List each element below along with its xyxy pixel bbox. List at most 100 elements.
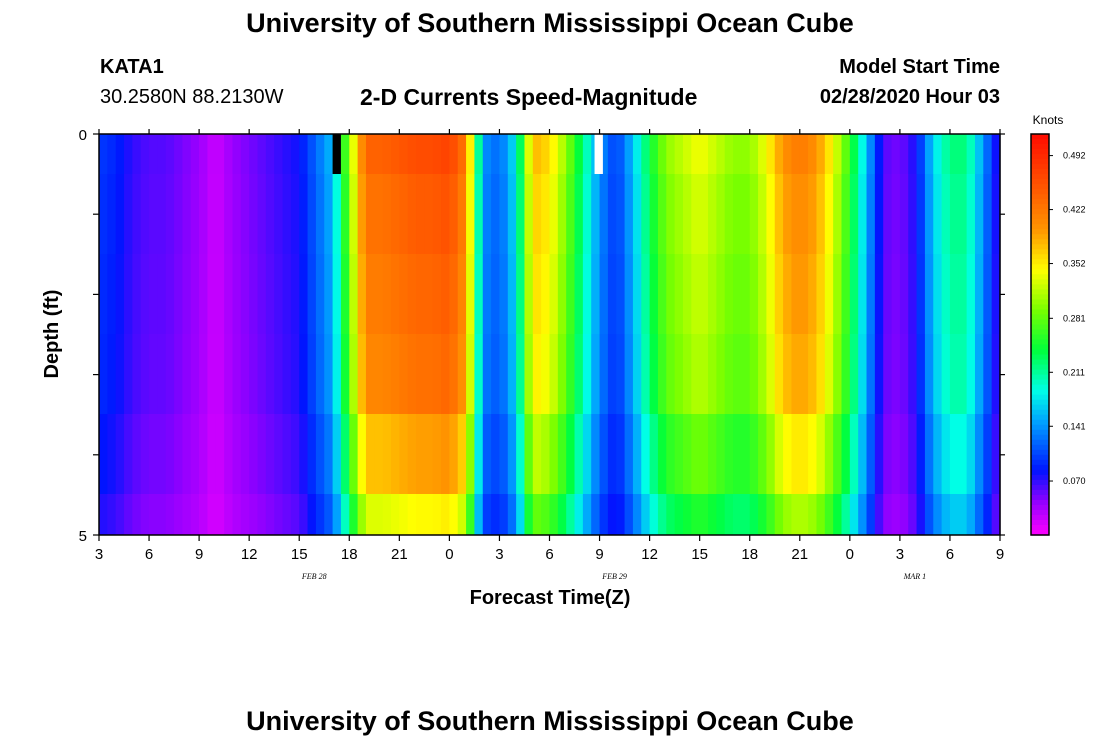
- colorbar-swatch: [1031, 134, 1049, 140]
- heatmap-cell: [115, 254, 125, 334]
- heatmap-cell: [290, 254, 300, 334]
- heatmap-cell: [149, 494, 158, 535]
- heatmap-cell: [374, 134, 384, 174]
- heatmap-cell: [115, 334, 125, 414]
- heatmap-cell: [966, 494, 976, 535]
- heatmap-cell: [657, 414, 667, 494]
- heatmap-cell: [758, 334, 767, 414]
- heatmap-cell: [190, 254, 200, 334]
- colorbar-swatch: [1031, 274, 1049, 280]
- heatmap-cell: [808, 334, 818, 414]
- page-title: University of Southern Mississippi Ocean…: [246, 8, 854, 38]
- heatmap-cell: [374, 254, 384, 334]
- heatmap-cell: [424, 174, 434, 254]
- heatmap-cell: [799, 494, 809, 535]
- heatmap-cell: [140, 134, 150, 174]
- heatmap-cell: [174, 494, 184, 535]
- heatmap-cell: [240, 134, 250, 174]
- heatmap-cell: [933, 494, 943, 535]
- heatmap-cell: [482, 414, 492, 494]
- heatmap-cell: [374, 494, 384, 535]
- heatmap-cell: [466, 174, 476, 254]
- heatmap-cell: [407, 494, 417, 535]
- heatmap-cell: [165, 254, 175, 334]
- colorbar-tick-label: 0.492: [1063, 151, 1086, 161]
- heatmap-cell: [849, 334, 859, 414]
- heatmap-cell: [582, 494, 592, 535]
- heatmap-cell: [107, 334, 117, 414]
- heatmap-cell: [541, 414, 551, 494]
- heatmap-cell: [107, 174, 117, 254]
- heatmap-cell: [274, 134, 284, 174]
- axes: 3 6 9 12 15 18 21 0 3 6 9 12 15 18 21 0 3 6 9 FEB 28 FEB 29 M…: [79, 127, 1005, 581]
- heatmap-cell: [390, 134, 400, 174]
- heatmap-cell: [174, 174, 184, 254]
- heatmap-cell: [716, 174, 726, 254]
- heatmap-cell: [190, 494, 200, 535]
- heatmap-cell: [774, 134, 784, 174]
- heatmap-cell: [115, 174, 125, 254]
- heatmap-cell: [766, 334, 776, 414]
- colorbar-swatch: [1031, 514, 1049, 521]
- x-tick-label: 0: [445, 546, 453, 563]
- heatmap-cell: [240, 494, 250, 535]
- heatmap-cell: [908, 134, 918, 174]
- heatmap-cell: [799, 254, 809, 334]
- heatmap-cell: [749, 134, 759, 174]
- heatmap-cell: [390, 174, 400, 254]
- x-tick-label: 3: [896, 546, 904, 563]
- heatmap-cell: [799, 414, 809, 494]
- heatmap-cell: [624, 414, 634, 494]
- heatmap-cell: [833, 494, 843, 535]
- heatmap-cell: [324, 494, 334, 535]
- heatmap-cell: [482, 494, 492, 535]
- heatmap-cell: [774, 494, 784, 535]
- heatmap-cell: [516, 174, 526, 254]
- heatmap-cell: [958, 134, 968, 174]
- heatmap-cell: [340, 334, 350, 414]
- heatmap-cell: [766, 174, 776, 254]
- heatmap-cell: [524, 134, 534, 174]
- x-tick-label: 15: [691, 546, 708, 563]
- heatmap-cell: [149, 174, 158, 254]
- heatmap-cell: [991, 414, 1001, 494]
- heatmap-cell: [524, 334, 534, 414]
- heatmap-cell: [491, 334, 501, 414]
- heatmap-cell: [883, 174, 893, 254]
- heatmap-cell: [132, 414, 142, 494]
- heatmap-cell: [574, 414, 584, 494]
- heatmap-cell: [833, 174, 843, 254]
- heatmap-cell: [699, 134, 709, 174]
- heatmap-cell: [766, 134, 776, 174]
- heatmap-cell: [933, 414, 943, 494]
- heatmap-cell: [974, 494, 984, 535]
- heatmap-cell: [307, 494, 317, 535]
- heatmap-cell: [232, 174, 242, 254]
- heatmap-cell: [949, 174, 959, 254]
- colorbar-swatch: [1031, 204, 1049, 210]
- heatmap-cell: [991, 334, 1001, 414]
- heatmap-cell: [132, 254, 142, 334]
- heatmap-cell: [149, 254, 158, 334]
- colorbar-swatch: [1031, 434, 1049, 441]
- heatmap-cell: [99, 414, 108, 494]
- heatmap-cell: [657, 494, 667, 535]
- heatmap-cell: [224, 414, 234, 494]
- heatmap-cell: [365, 334, 375, 414]
- heatmap-cell: [474, 134, 484, 174]
- model-start-value: 02/28/2020 Hour 03: [819, 86, 1000, 108]
- heatmap-cell: [207, 414, 217, 494]
- heatmap-cell: [240, 334, 250, 414]
- heatmap-cell: [532, 494, 542, 535]
- heatmap-cells: [99, 134, 1001, 535]
- heatmap-cell: [716, 334, 726, 414]
- heatmap-cell: [557, 414, 567, 494]
- heatmap-cell: [632, 174, 642, 254]
- heatmap-cell: [215, 174, 225, 254]
- heatmap-cell: [416, 494, 425, 535]
- heatmap-cell: [557, 174, 567, 254]
- heatmap-cell: [357, 494, 367, 535]
- colorbar-swatch: [1031, 154, 1049, 160]
- colorbar-swatch: [1031, 189, 1049, 195]
- heatmap-cell: [165, 334, 175, 414]
